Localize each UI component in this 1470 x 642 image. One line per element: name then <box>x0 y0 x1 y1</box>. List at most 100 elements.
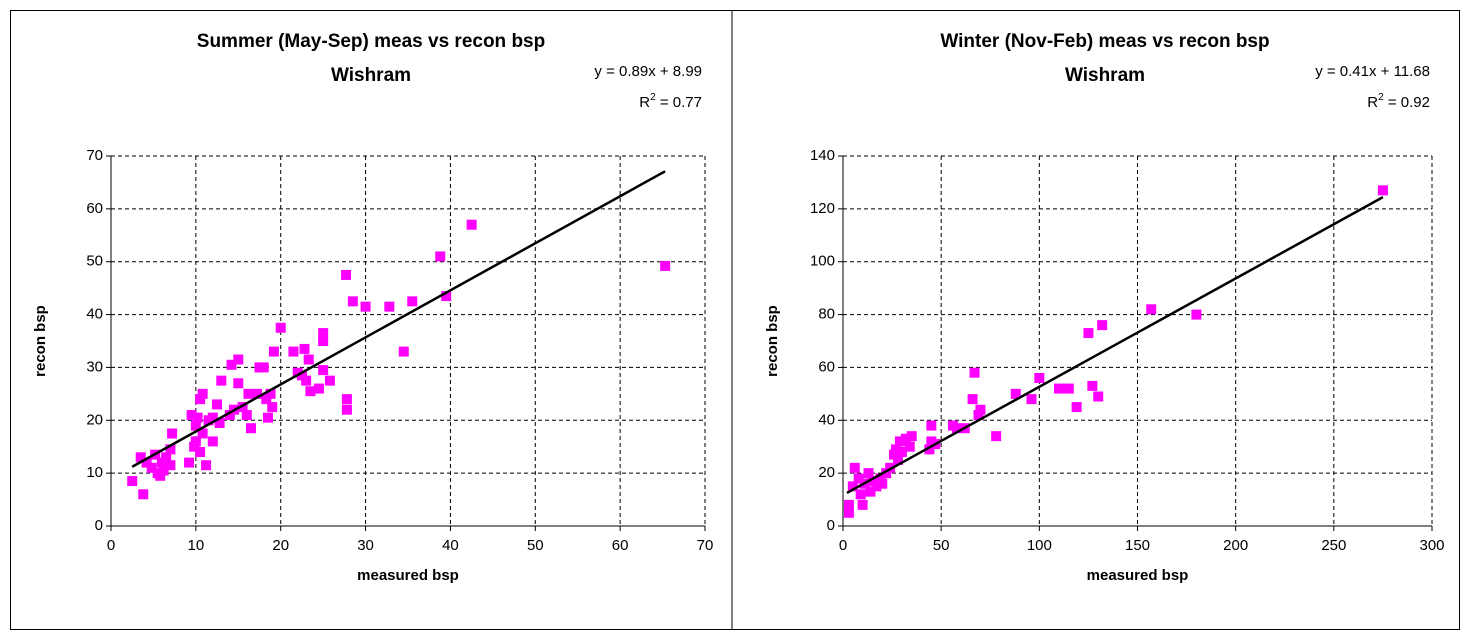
trendline <box>131 170 666 468</box>
point <box>189 441 200 452</box>
point <box>146 462 157 473</box>
y-tick-label: 30 <box>86 358 103 375</box>
y-tick-label: 40 <box>86 306 103 323</box>
trendline <box>846 196 1384 495</box>
point <box>156 457 167 468</box>
y-tick-label: 140 <box>810 147 835 164</box>
point <box>951 423 962 434</box>
point <box>889 449 900 460</box>
point <box>894 436 905 447</box>
point <box>268 346 279 357</box>
point <box>246 423 257 434</box>
point <box>857 499 868 510</box>
point <box>158 465 169 476</box>
point <box>660 260 671 271</box>
point <box>398 346 409 357</box>
point <box>303 354 314 365</box>
x-tick-label: 30 <box>357 537 374 554</box>
y-tick-label: 0 <box>827 517 835 534</box>
point <box>384 301 395 312</box>
y-tick-label: 50 <box>86 253 103 270</box>
point <box>904 441 915 452</box>
point <box>243 388 254 399</box>
x-tick-label: 70 <box>697 537 714 554</box>
point <box>207 436 218 447</box>
point <box>1071 402 1082 413</box>
point <box>226 359 237 370</box>
y-tick-label: 0 <box>95 517 103 534</box>
point <box>466 219 477 230</box>
y-tick-label: 10 <box>86 464 103 481</box>
point <box>184 457 195 468</box>
point <box>1063 383 1074 394</box>
point <box>296 370 307 381</box>
point <box>1377 185 1388 196</box>
point <box>1087 380 1098 391</box>
point <box>265 388 276 399</box>
point <box>1093 391 1104 402</box>
point <box>341 269 352 280</box>
point <box>1010 388 1021 399</box>
point <box>241 410 252 420</box>
x-tick-label: 100 <box>1027 537 1052 554</box>
point <box>165 444 176 455</box>
trend-equation: y = 0.89x + 8.99 <box>594 63 702 80</box>
x-tick-label: 10 <box>188 537 205 554</box>
x-tick-label: 40 <box>442 537 459 554</box>
point <box>1083 328 1094 339</box>
point <box>867 476 878 487</box>
chart-subtitle: Wishram <box>1065 65 1145 86</box>
point <box>853 473 864 484</box>
y-tick-label: 60 <box>86 200 103 217</box>
x-tick-label: 0 <box>107 537 115 554</box>
point <box>141 457 152 468</box>
point <box>313 383 324 394</box>
point <box>1053 383 1064 394</box>
x-tick-label: 150 <box>1125 537 1150 554</box>
point <box>318 365 329 376</box>
point <box>207 412 218 423</box>
point <box>299 343 310 354</box>
point <box>237 402 248 413</box>
y-tick-label: 40 <box>818 411 835 428</box>
point <box>224 410 235 420</box>
frame <box>10 10 1460 630</box>
r-squared-base: R <box>1367 94 1378 111</box>
r-squared-base: R <box>639 94 650 111</box>
point <box>865 486 876 497</box>
point <box>233 378 244 389</box>
point <box>906 431 917 442</box>
chart-subtitle: Wishram <box>331 65 411 86</box>
x-tick-label: 50 <box>933 537 950 554</box>
point <box>435 251 446 262</box>
point <box>197 388 208 399</box>
point <box>233 354 244 365</box>
point <box>1034 373 1045 383</box>
y-tick-label: 100 <box>810 253 835 270</box>
point <box>1026 394 1037 405</box>
point <box>201 460 212 471</box>
r-squared-value: = 0.92 <box>1384 94 1430 111</box>
point <box>167 428 178 439</box>
r-squared: R2 = 0.77 <box>639 92 702 111</box>
y-tick-label: 60 <box>818 358 835 375</box>
point <box>318 336 329 346</box>
point <box>871 481 882 492</box>
point <box>407 296 418 307</box>
point <box>251 388 262 399</box>
x-axis-title: measured bsp <box>357 567 459 584</box>
point <box>892 454 903 465</box>
point <box>135 452 146 463</box>
point <box>261 394 272 405</box>
trend-equation: y = 0.41x + 11.68 <box>1315 63 1430 80</box>
point <box>877 478 888 489</box>
point <box>275 322 286 333</box>
point <box>360 301 371 312</box>
point <box>896 447 907 457</box>
point <box>190 420 201 431</box>
r-squared: R2 = 0.92 <box>1367 92 1430 111</box>
point <box>1097 320 1108 331</box>
point <box>214 417 225 428</box>
point <box>891 444 902 455</box>
point <box>318 328 329 339</box>
